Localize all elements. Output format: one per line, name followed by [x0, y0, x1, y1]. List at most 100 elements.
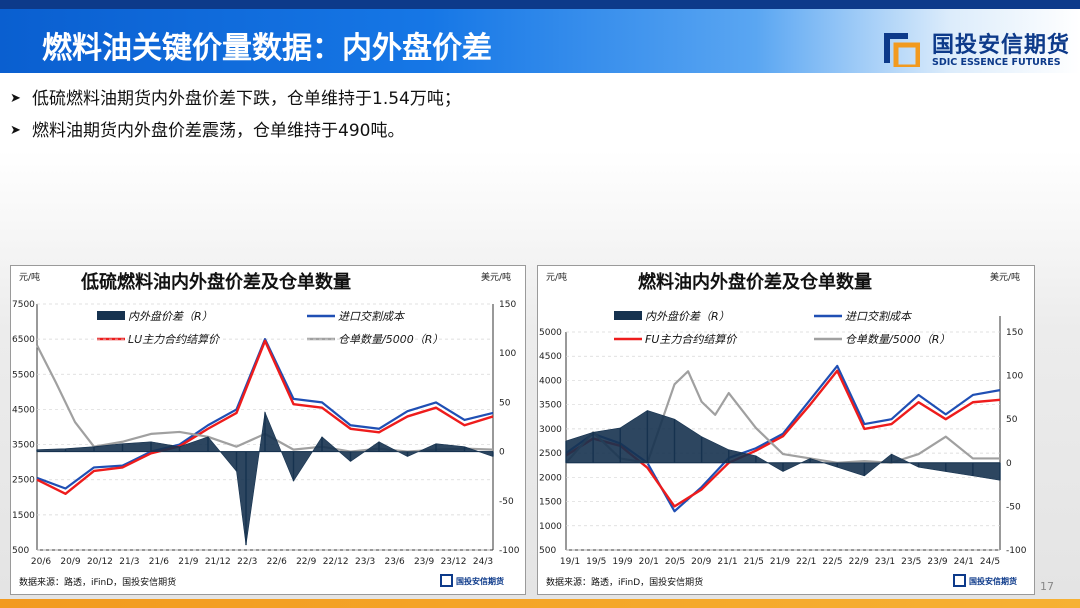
- right-tick-label: -50: [499, 497, 514, 507]
- bullet-text: 燃料油期货内外盘价差震荡，仓单维持于490吨。: [32, 121, 405, 141]
- chart-title: 低硫燃料油内外盘价差及仓单数量: [80, 271, 351, 293]
- left-tick-label: 500: [539, 546, 556, 556]
- left-tick-label: 3000: [539, 425, 562, 435]
- x-tick-label: 22/6: [267, 557, 287, 567]
- legend-swatch-bars: [97, 311, 125, 320]
- logo-mark-icon: [884, 33, 920, 67]
- x-tick-label: 20/5: [665, 557, 685, 567]
- left-tick-label: 4500: [539, 352, 562, 362]
- x-tick-label: 20/9: [60, 557, 80, 567]
- x-tick-label: 23/9: [414, 557, 434, 567]
- right-tick-label: 0: [499, 448, 505, 458]
- x-tick-label: 20/9: [691, 557, 711, 567]
- x-tick-label: 22/9: [849, 557, 869, 567]
- right-tick-label: 150: [499, 300, 516, 310]
- left-tick-label: 1000: [539, 522, 562, 532]
- legend-label: 仓单数量/5000（R）: [338, 333, 443, 346]
- x-tick-label: 22/5: [822, 557, 842, 567]
- x-tick-label: 21/9: [770, 557, 790, 567]
- x-tick-label: 23/6: [384, 557, 404, 567]
- left-tick-label: 2000: [539, 473, 562, 483]
- right-tick-label: 150: [1006, 328, 1023, 338]
- company-logo: 国投安信期货 SDIC ESSENCE FUTURES: [882, 27, 1072, 75]
- import-cost-line: [36, 338, 494, 490]
- x-tick-label: 19/9: [612, 557, 632, 567]
- x-tick-label: 21/6: [149, 557, 169, 567]
- legend-label: 内外盘价差（R）: [128, 310, 213, 323]
- x-tick-label: 19/1: [560, 557, 580, 567]
- right-axis-unit: 美元/吨: [481, 271, 511, 283]
- right-tick-label: 0: [1006, 459, 1012, 469]
- bottom-strip: [0, 599, 1080, 608]
- x-tick-label: 20/6: [31, 557, 51, 567]
- left-tick-label: 4500: [12, 405, 35, 415]
- legend-swatch-bars: [614, 311, 642, 320]
- left-tick-label: 4000: [539, 376, 562, 386]
- legend-label: FU主力合约结算价: [645, 333, 737, 346]
- bullet-item: ➤ 燃料油期货内外盘价差震荡，仓单维持于490吨。: [10, 116, 1070, 148]
- bullet-list: ➤ 低硫燃料油期货内外盘价差下跌，仓单维持于1.54万吨； ➤ 燃料油期货内外盘价差…: [10, 84, 1070, 148]
- right-tick-label: -100: [1006, 546, 1027, 556]
- footer-logo-text: 国投安信期货: [456, 576, 504, 586]
- settlement-price-line: [36, 339, 494, 495]
- left-tick-label: 6500: [12, 335, 35, 345]
- header-banner: 燃料油关键价量数据：内外盘价差 国投安信期货 SDIC ESSENCE FUTU…: [0, 9, 1080, 73]
- footer-logo-icon: [440, 574, 453, 587]
- x-tick-label: 21/1: [717, 557, 737, 567]
- left-tick-label: 5000: [539, 328, 562, 338]
- right-tick-label: 50: [1006, 415, 1018, 425]
- chart-fu-spread: 燃料油内外盘价差及仓单数量 元/吨 美元/吨 内外盘价差（R） 进口交割成本 FU主力合约…: [537, 265, 1035, 595]
- x-tick-label: 23/1: [875, 557, 895, 567]
- chart-title: 燃料油内外盘价差及仓单数量: [638, 271, 872, 293]
- top-strip: [0, 0, 1080, 9]
- legend-label: 内外盘价差（R）: [645, 310, 730, 323]
- right-tick-label: -50: [1006, 502, 1021, 512]
- right-tick-label: -100: [499, 546, 520, 556]
- left-axis-unit: 元/吨: [546, 271, 567, 283]
- bullet-arrow-icon: ➤: [10, 91, 21, 106]
- x-tick-label: 24/1: [954, 557, 974, 567]
- x-tick-label: 21/12: [205, 557, 231, 567]
- left-tick-label: 2500: [539, 449, 562, 459]
- right-tick-label: 100: [499, 349, 516, 359]
- x-tick-label: 22/3: [237, 557, 257, 567]
- page-number: 17: [1040, 580, 1054, 593]
- bullet-arrow-icon: ➤: [10, 123, 21, 138]
- left-tick-label: 3500: [539, 401, 562, 411]
- x-tick-label: 23/3: [355, 557, 375, 567]
- x-tick-label: 22/9: [296, 557, 316, 567]
- left-tick-label: 1500: [539, 498, 562, 508]
- x-tick-label: 24/3: [473, 557, 493, 567]
- x-tick-label: 20/12: [87, 557, 113, 567]
- x-tick-label: 22/1: [796, 557, 816, 567]
- left-tick-label: 7500: [12, 300, 35, 310]
- x-tick-label: 24/5: [980, 557, 1000, 567]
- chart-lu-spread: 低硫燃料油内外盘价差及仓单数量 元/吨 美元/吨 内外盘价差（R） 进口交割成本 LU主力…: [10, 265, 526, 595]
- x-tick-label: 23/9: [927, 557, 947, 567]
- warrant-line: [36, 344, 494, 453]
- x-tick-label: 19/5: [586, 557, 606, 567]
- right-tick-label: 50: [499, 398, 511, 408]
- bullet-text: 低硫燃料油期货内外盘价差下跌，仓单维持于1.54万吨；: [32, 89, 461, 109]
- right-tick-label: 100: [1006, 372, 1023, 382]
- source-note: 数据来源：路透，iFinD，国投安信期货: [546, 576, 703, 588]
- left-tick-label: 3500: [12, 441, 35, 451]
- bullet-item: ➤ 低硫燃料油期货内外盘价差下跌，仓单维持于1.54万吨；: [10, 84, 1070, 116]
- legend-label: LU主力合约结算价: [128, 333, 220, 346]
- source-note: 数据来源：路透，iFinD，国投安信期货: [19, 576, 176, 588]
- x-tick-label: 21/3: [119, 557, 139, 567]
- x-tick-label: 23/12: [441, 557, 467, 567]
- left-tick-label: 2500: [12, 476, 35, 486]
- x-tick-label: 20/1: [639, 557, 659, 567]
- legend-label: 仓单数量/5000（R）: [845, 333, 950, 346]
- x-tick-label: 22/12: [323, 557, 349, 567]
- legend-label: 进口交割成本: [338, 310, 406, 323]
- x-tick-label: 21/5: [744, 557, 764, 567]
- x-tick-label: 23/5: [901, 557, 921, 567]
- legend-label: 进口交割成本: [845, 310, 913, 323]
- left-tick-label: 1500: [12, 511, 35, 521]
- left-tick-label: 500: [12, 546, 29, 556]
- footer-logo-text: 国投安信期货: [969, 576, 1017, 586]
